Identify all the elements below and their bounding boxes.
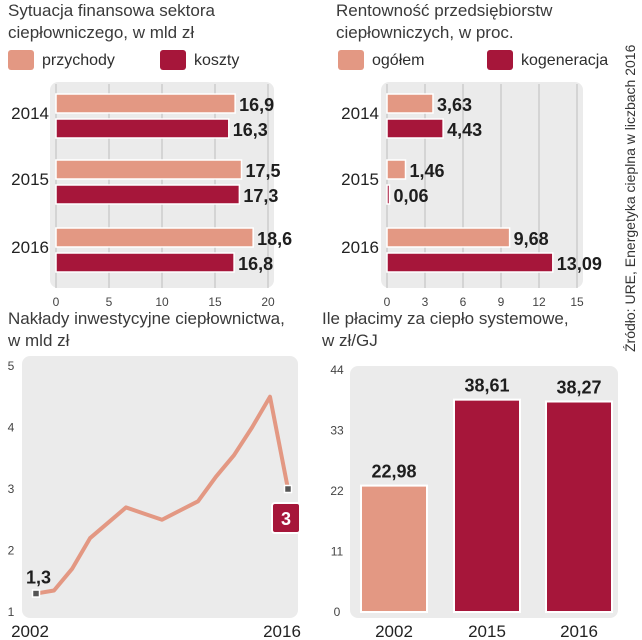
rentownosc-year-label: 2016	[341, 238, 379, 257]
finanse-bar-koszty-2014	[55, 118, 230, 139]
finanse-xtick-label: 15	[208, 295, 222, 309]
naklady-end-marker	[283, 484, 293, 494]
cena-bar-2002	[360, 484, 428, 613]
cena-ytick-label: 11	[331, 545, 344, 559]
rentownosc-value-label: 4,43	[447, 120, 482, 140]
rentownosc-value-label: 1,46	[409, 161, 444, 181]
finanse-xtick-label: 20	[261, 295, 275, 309]
finanse-value-label: 16,9	[239, 95, 274, 115]
rentownosc-bar-ogem-2016	[386, 227, 511, 248]
rentownosc-xtick-label: 0	[384, 295, 391, 309]
rentownosc-legend-swatch-1	[338, 50, 364, 70]
naklady-plot-bg	[22, 356, 298, 618]
finanse-legend-swatch-1	[8, 50, 34, 70]
rentownosc-bar-kogeneracja-2014	[386, 118, 444, 139]
rentownosc-xtick-label: 6	[460, 295, 467, 309]
chart2-title-line2: ciepłowniczych, w proc.	[336, 23, 514, 42]
finanse-xtick-label: 5	[106, 295, 113, 309]
rentownosc-bar-kogeneracja-2015	[386, 184, 391, 205]
finanse-bar-przychody-2015	[55, 159, 243, 180]
naklady-end-badge	[271, 502, 301, 534]
finanse-year-label: 2016	[11, 238, 49, 257]
finanse-xtick-label: 10	[155, 295, 169, 309]
naklady-series-line	[34, 394, 290, 596]
naklady-ytick-label: 4	[8, 421, 15, 435]
rentownosc-value-label: 13,09	[557, 254, 602, 274]
finanse-legend-label-2: koszty	[194, 52, 239, 69]
rentownosc-xtick-label: 3	[422, 295, 429, 309]
chart4-title-line2: w zł/GJ	[322, 331, 378, 350]
finanse-legend-label-1: przychody	[42, 52, 115, 69]
naklady-ytick-label: 5	[8, 359, 15, 373]
finanse-year-label: 2015	[11, 170, 49, 189]
finanse-bar-koszty-2016	[55, 252, 235, 273]
cena-ytick-label: 22	[330, 484, 344, 498]
finanse-bar-przychody-2014	[55, 93, 236, 114]
cena-bar-2016	[545, 400, 613, 614]
cena-bar-2015	[453, 398, 521, 613]
cena-ytick-label: 44	[330, 363, 344, 377]
cena-xlabel: 2016	[560, 622, 598, 640]
rentownosc-legend-swatch-2	[487, 50, 513, 70]
cena-value-label: 38,27	[556, 378, 601, 398]
chart4-title-line1: Ile płacimy za ciepło systemowe,	[322, 309, 569, 328]
cena-value-label: 38,61	[464, 376, 509, 396]
naklady-ytick-label: 3	[8, 482, 15, 496]
naklady-start-label: 1,3	[26, 568, 51, 588]
finanse-year-label: 2014	[11, 104, 49, 123]
cena-value-label: 22,98	[371, 462, 416, 482]
chart1-title-line2: ciepłowniczego, w mld zł	[8, 23, 195, 42]
rentownosc-bar-ogem-2015	[386, 159, 407, 180]
naklady-xlabel-end: 2016	[263, 622, 301, 640]
rentownosc-xtick-label: 9	[498, 295, 505, 309]
naklady-ytick-label: 1	[8, 605, 15, 619]
finanse-legend-swatch-2	[160, 50, 186, 70]
finanse-bar-koszty-2015	[55, 184, 241, 205]
rentownosc-legend-label-1: ogółem	[372, 52, 424, 69]
rentownosc-value-label: 3,63	[437, 95, 472, 115]
rentownosc-bar-ogem-2014	[386, 93, 434, 114]
finanse-value-label: 16,8	[238, 254, 273, 274]
rentownosc-legend-label-2: kogeneracja	[521, 52, 608, 69]
chart3-title-line2: w mld zł	[8, 331, 70, 350]
chart3-title-line1: Nakłady inwestycyjne ciepłownictwa,	[8, 309, 285, 328]
cena-xlabel: 2002	[375, 622, 413, 640]
rentownosc-year-label: 2015	[341, 170, 379, 189]
naklady-xlabel-start: 2002	[11, 622, 49, 640]
rentownosc-value-label: 0,06	[394, 186, 429, 206]
rentownosc-xtick-label: 15	[570, 295, 584, 309]
chart1-title-line1: Sytuacja finansowa sektora	[8, 1, 215, 20]
cena-xlabel: 2015	[468, 622, 506, 640]
finanse-value-label: 18,6	[257, 229, 292, 249]
cena-ytick-label: 33	[330, 424, 344, 438]
finanse-value-label: 16,3	[233, 120, 268, 140]
naklady-start-marker	[31, 589, 41, 598]
cena-ytick-label: 0	[334, 605, 341, 619]
finanse-xtick-label: 0	[53, 295, 60, 309]
chart2-title-line1: Rentowność przedsiębiorstw	[336, 1, 553, 20]
naklady-end-label: 3	[281, 509, 291, 529]
rentownosc-value-label: 9,68	[514, 229, 549, 249]
rentownosc-xtick-label: 12	[532, 295, 546, 309]
naklady-ytick-label: 2	[8, 544, 15, 558]
rentownosc-year-label: 2014	[341, 104, 379, 123]
rentownosc-bar-kogeneracja-2016	[386, 252, 554, 273]
finanse-value-label: 17,3	[243, 186, 278, 206]
finanse-value-label: 17,5	[246, 161, 281, 181]
finanse-bar-przychody-2016	[55, 227, 254, 248]
